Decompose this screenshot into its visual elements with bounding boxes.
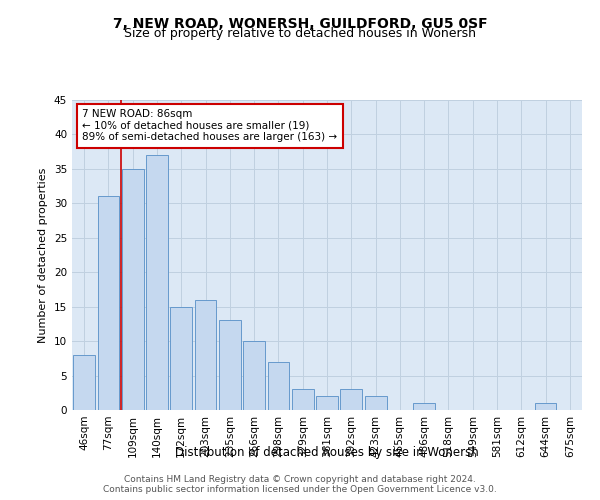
Bar (194, 300, 217, 410)
Bar (170, 306, 192, 410)
Y-axis label: Number of detached properties: Number of detached properties (38, 168, 49, 342)
Bar (97, 196, 119, 410)
Bar (243, 341, 265, 410)
Bar (340, 390, 362, 410)
Text: 7 NEW ROAD: 86sqm
← 10% of detached houses are smaller (19)
89% of semi-detached: 7 NEW ROAD: 86sqm ← 10% of detached hous… (82, 110, 337, 142)
Text: Contains HM Land Registry data © Crown copyright and database right 2024.
Contai: Contains HM Land Registry data © Crown c… (103, 474, 497, 494)
Text: Distribution of detached houses by size in Wonersh: Distribution of detached houses by size … (175, 446, 479, 459)
Text: Size of property relative to detached houses in Wonersh: Size of property relative to detached ho… (124, 28, 476, 40)
Bar (268, 362, 289, 410)
Bar (316, 396, 338, 410)
Bar (122, 169, 143, 410)
Text: 7, NEW ROAD, WONERSH, GUILDFORD, GU5 0SF: 7, NEW ROAD, WONERSH, GUILDFORD, GU5 0SF (113, 18, 487, 32)
Bar (73, 355, 95, 410)
Bar (413, 403, 435, 410)
Bar (219, 320, 241, 410)
Bar (292, 390, 314, 410)
Bar (146, 155, 168, 410)
Bar (535, 403, 556, 410)
Bar (365, 396, 386, 410)
